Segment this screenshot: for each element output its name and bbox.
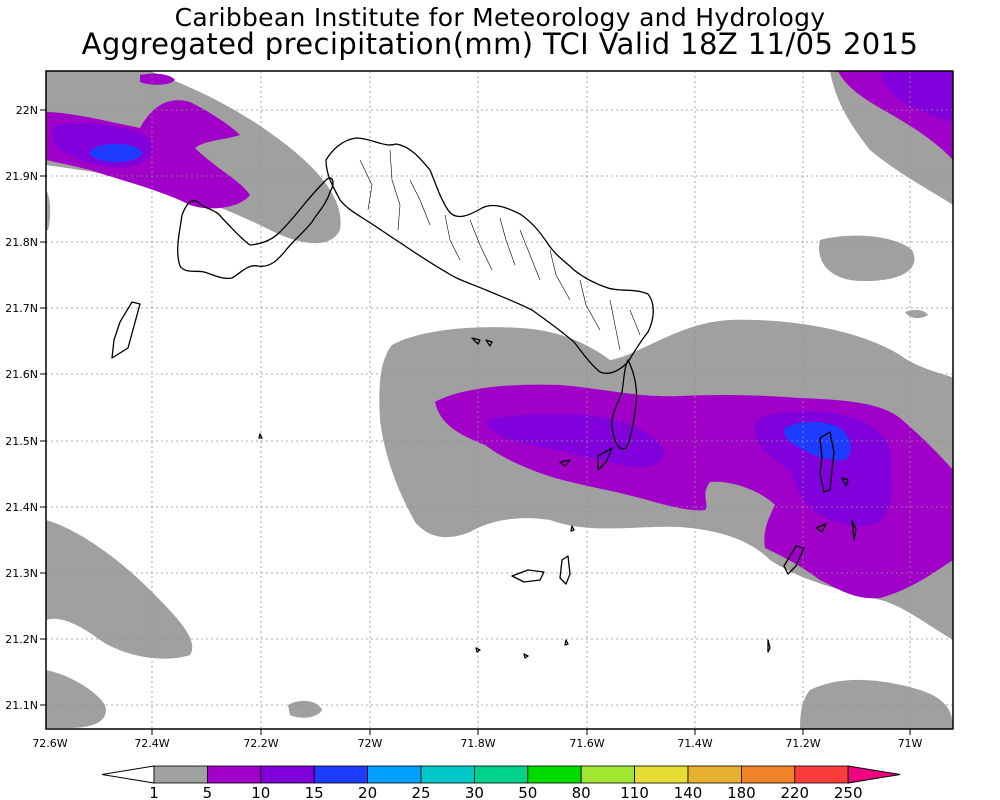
colorbar-swatch	[313, 765, 369, 784]
lat-label: 21.1N	[5, 699, 38, 712]
lat-label: 21.5N	[5, 435, 38, 448]
lat-label: 21.9N	[5, 170, 38, 183]
colorbar-arrow-high	[847, 765, 901, 784]
colorbar-swatch	[741, 765, 796, 784]
colorbar-label: 220	[780, 784, 809, 800]
tick-marks	[40, 109, 911, 735]
colorbar-swatch	[260, 765, 315, 784]
lon-label: 71W	[898, 737, 923, 750]
lat-labels: 22N 21.9N 21.8N 21.7N 21.6N 21.5N 21.4N …	[5, 104, 38, 712]
island-south-caicos	[611, 359, 638, 450]
map-subtitle: Aggregated precipitation(mm) TCI Valid 1…	[81, 27, 919, 61]
colorbar-label: 250	[834, 784, 863, 800]
lat-label: 21.3N	[5, 567, 38, 580]
colorbar-swatch	[153, 765, 208, 784]
lon-label: 71.8W	[460, 737, 495, 750]
lon-label: 72.2W	[243, 737, 278, 750]
colorbar-label: 25	[411, 784, 430, 800]
lon-label: 71.4W	[677, 737, 712, 750]
colorbar-label: 80	[572, 784, 591, 800]
island-west-caicos	[111, 301, 141, 359]
lon-labels: 72.6W 72.4W 72.2W 72W 71.8W 71.6W 71.4W …	[32, 737, 922, 750]
lon-label: 71.6W	[569, 737, 604, 750]
colorbar-swatch	[634, 765, 689, 784]
island-providenciales	[177, 177, 334, 280]
lon-label: 71.2W	[785, 737, 820, 750]
lon-label: 72W	[358, 737, 383, 750]
colorbar: 1 5 10 15 20 25 30 50 80 110 140 180 220 250	[101, 765, 901, 800]
graticule	[46, 71, 953, 729]
lon-label: 72.4W	[134, 737, 169, 750]
lat-label: 21.6N	[5, 368, 38, 381]
colorbar-label: 20	[358, 784, 377, 800]
colorbar-label: 140	[674, 784, 703, 800]
colorbar-swatch	[420, 765, 475, 784]
island-grand-turk	[819, 431, 835, 493]
colorbar-swatch	[580, 765, 636, 784]
colorbar-label: 50	[518, 784, 537, 800]
colorbar-label: 1	[149, 784, 159, 800]
lat-label: 21.7N	[5, 302, 38, 315]
lon-label: 72.6W	[32, 737, 67, 750]
colorbar-label: 10	[251, 784, 270, 800]
plot-area	[46, 71, 953, 729]
colorbar-label: 15	[305, 784, 324, 800]
lat-label: 22N	[16, 104, 38, 117]
lat-label: 21.4N	[5, 501, 38, 514]
colorbar-swatch	[527, 765, 582, 784]
island-north-caicos	[325, 137, 654, 374]
colorbar-label: 110	[620, 784, 649, 800]
colorbar-swatch	[206, 765, 262, 784]
colorbar-label: 180	[727, 784, 756, 800]
colorbar-swatch	[473, 765, 529, 784]
plot-frame	[45, 70, 954, 730]
colorbar-swatch	[367, 765, 422, 784]
island-salt-cay	[783, 545, 805, 575]
islands	[111, 137, 857, 659]
colorbar-swatch	[794, 765, 849, 784]
colorbar-label: 5	[203, 784, 213, 800]
colorbar-arrow-low	[101, 765, 155, 784]
colorbar-swatch	[687, 765, 742, 784]
lat-label: 21.8N	[5, 236, 38, 249]
map-title: Caribbean Institute for Meteorology and …	[174, 3, 826, 32]
lat-label: 21.2N	[5, 633, 38, 646]
colorbar-label: 30	[465, 784, 484, 800]
